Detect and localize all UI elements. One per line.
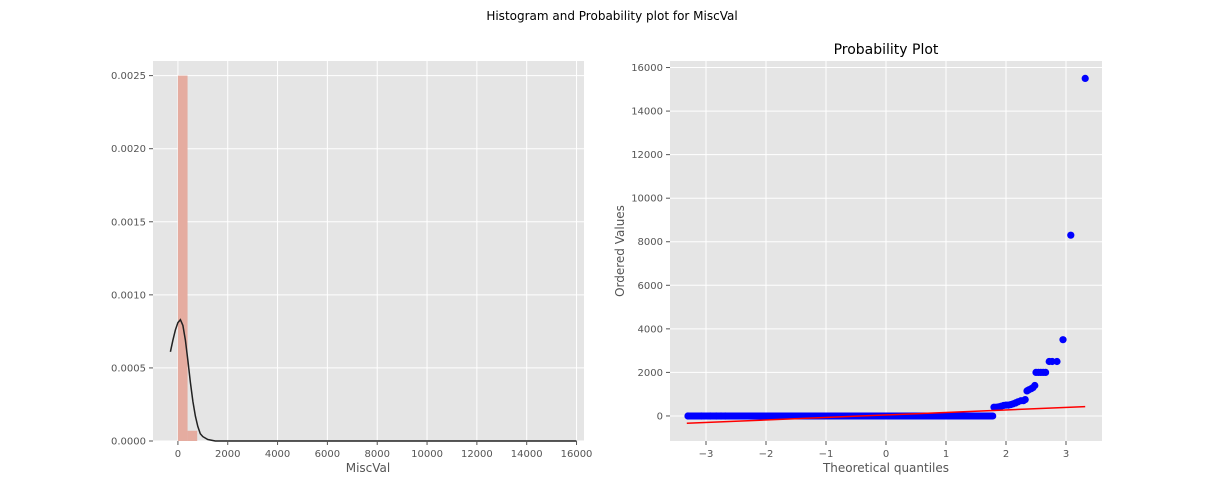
x-tick-label: 16000 [561, 449, 593, 460]
histogram-axes: 0 2000 4000 6000 8000 10000 12000 14000 16000 0.0… [111, 61, 592, 475]
x-tick-label: −3 [699, 449, 714, 460]
figure-suptitle: Histogram and Probability plot for MiscV… [486, 9, 737, 23]
kde-curve [169, 318, 577, 442]
y-tick-label: 0.0000 [111, 437, 146, 448]
probability-point [1067, 231, 1075, 239]
probability-point [1021, 396, 1029, 404]
y-tick-label: 0.0020 [111, 144, 146, 155]
x-tick-label: 0 [883, 449, 889, 460]
y-tick-label: 0.0015 [111, 217, 146, 228]
x-tick-label: 4000 [265, 449, 290, 460]
probability-point [1042, 368, 1050, 376]
probability-point [684, 412, 692, 420]
histogram-bar [177, 75, 188, 441]
probability-point [706, 412, 714, 420]
y-tick-label: 2000 [638, 368, 663, 379]
x-tick-label: 8000 [364, 449, 389, 460]
histogram-bar [187, 430, 198, 441]
probability-point [697, 412, 705, 420]
probability-tick-labels: −3 −2 −1 0 1 2 3 0 2000 4000 6000 8000 10000 12000 140… [631, 63, 1069, 460]
x-tick-label: 1 [943, 449, 949, 460]
y-tick-label: 8000 [638, 237, 663, 248]
x-tick-label: −2 [759, 449, 774, 460]
y-tick-label: 10000 [631, 194, 663, 205]
histogram-tick-labels: 0 2000 4000 6000 8000 10000 12000 14000 16000 0.0… [111, 71, 592, 460]
probability-plot-title: Probability Plot [834, 42, 939, 58]
x-tick-label: 0 [175, 449, 181, 460]
x-tick-label: 12000 [461, 449, 493, 460]
y-tick-label: 0.0010 [111, 290, 146, 301]
y-tick-label: 12000 [631, 150, 663, 161]
x-tick-label: 2 [1003, 449, 1009, 460]
histogram-bars [177, 75, 198, 441]
y-tick-label: 16000 [631, 63, 663, 74]
x-tick-label: −1 [819, 449, 834, 460]
probability-plot-axes: Probability Plot −3 −2 −1 0 1 2 3 0 2000 4000 6000… [613, 42, 1102, 475]
histogram-plot-area [153, 61, 584, 441]
probability-xlabel: Theoretical quantiles [822, 461, 949, 475]
x-tick-label: 10000 [411, 449, 443, 460]
probability-points [684, 74, 1089, 420]
histogram-xlabel: MiscVal [346, 461, 391, 475]
fit-line [686, 405, 1086, 425]
y-tick-label: 4000 [638, 324, 663, 335]
x-tick-label: 3 [1063, 449, 1069, 460]
y-tick-label: 0 [657, 411, 663, 422]
y-tick-label: 14000 [631, 107, 663, 118]
y-tick-label: 0.0025 [111, 71, 146, 82]
probability-point [721, 412, 729, 420]
y-tick-label: 0.0005 [111, 363, 146, 374]
x-tick-label: 6000 [315, 449, 340, 460]
probability-point [1053, 357, 1061, 366]
y-tick-label: 6000 [638, 281, 663, 292]
x-tick-label: 14000 [511, 449, 543, 460]
x-tick-label: 2000 [215, 449, 240, 460]
histogram-gridlines [153, 61, 584, 442]
probability-point [1081, 74, 1089, 82]
probability-point [1059, 336, 1067, 344]
probability-point [1031, 381, 1039, 390]
probability-ylabel: Ordered Values [613, 205, 627, 297]
